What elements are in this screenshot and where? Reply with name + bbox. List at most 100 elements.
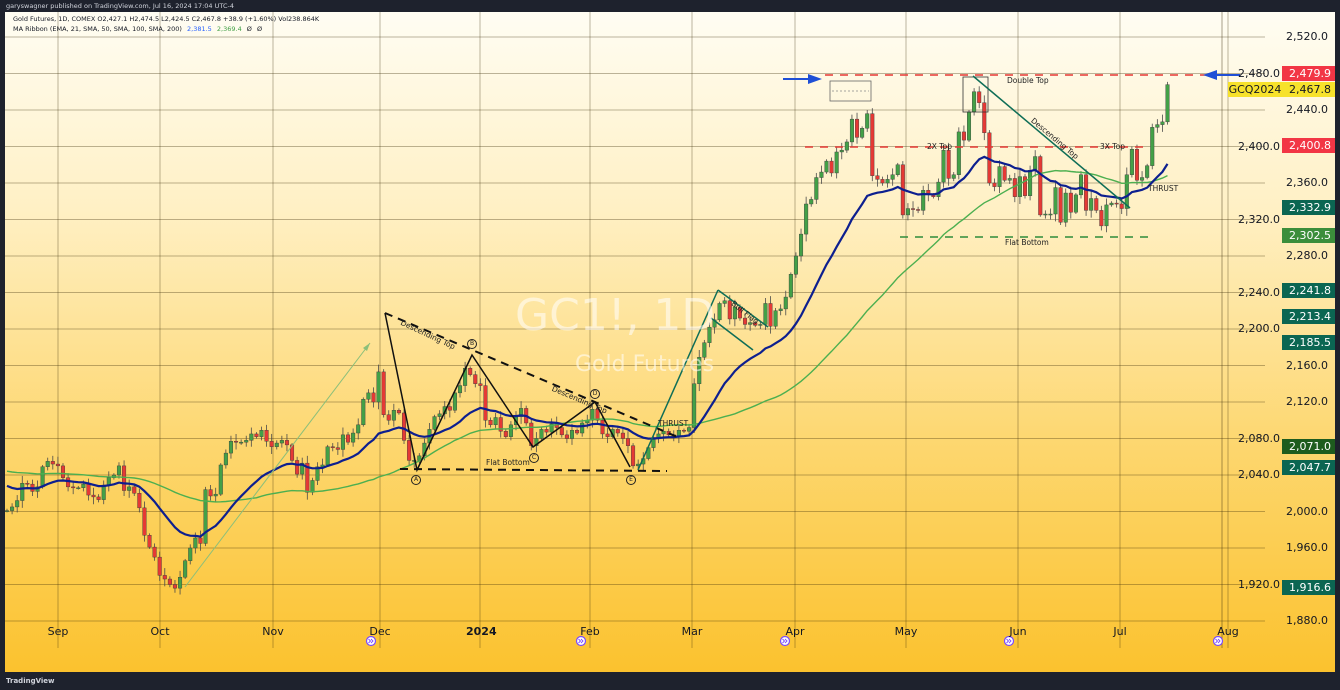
candle xyxy=(743,313,748,329)
trend-arrow-line[interactable] xyxy=(184,342,371,588)
candle xyxy=(727,295,732,325)
candle-body-up xyxy=(1089,198,1094,211)
candle xyxy=(432,414,437,432)
candle xyxy=(595,406,600,423)
point-d: D xyxy=(590,388,600,399)
candle-body-up xyxy=(300,462,305,475)
double-top-box[interactable] xyxy=(962,76,989,113)
candle xyxy=(305,455,310,500)
candle-body-up xyxy=(1104,204,1109,227)
candle xyxy=(849,114,854,147)
candle-body-down xyxy=(620,432,625,439)
chevrons-right-icon xyxy=(1006,638,1012,644)
candle xyxy=(503,429,508,439)
descending-top-trendline[interactable] xyxy=(384,312,681,439)
candle-body-down xyxy=(1084,174,1089,211)
candle-body-up xyxy=(437,413,442,417)
candle xyxy=(819,165,824,184)
candle-body-up xyxy=(956,131,961,175)
price-tick-label: 2,480.0 xyxy=(1238,66,1280,80)
label-thrust-1: THRUST xyxy=(658,419,689,428)
candle-body-up xyxy=(941,149,946,183)
candle xyxy=(681,428,686,434)
candle-body-up xyxy=(814,177,819,200)
candle-body-up xyxy=(905,208,910,216)
candle xyxy=(1023,173,1028,199)
candle-body-up xyxy=(549,423,554,433)
chevrons-right-icon xyxy=(578,638,584,644)
event-icon[interactable] xyxy=(575,635,587,647)
candle-body-up xyxy=(834,151,839,174)
candle-body-up xyxy=(366,392,371,400)
candle xyxy=(483,378,488,428)
time-tick-label: Jun xyxy=(1009,625,1027,638)
candle-body-up xyxy=(325,446,330,466)
candle-body-up xyxy=(865,113,870,129)
bull-flag-bottom[interactable] xyxy=(710,317,754,351)
candle-body-down xyxy=(911,208,916,210)
candle xyxy=(788,272,793,299)
candle xyxy=(381,369,386,418)
candle xyxy=(147,533,152,549)
event-icon[interactable] xyxy=(1003,635,1015,647)
price-tag: 1,916.6 xyxy=(1282,580,1335,596)
ma-sma200-value: Ø xyxy=(256,25,263,33)
candle-body-up xyxy=(188,547,193,561)
candle-body-up xyxy=(1063,192,1068,223)
candle-body-up xyxy=(1145,165,1150,178)
candle-body-down xyxy=(1114,202,1119,205)
bull-flag-top[interactable] xyxy=(717,289,769,328)
candle-body-up xyxy=(1165,84,1170,123)
candle xyxy=(829,157,834,177)
candle xyxy=(799,228,804,262)
candle-body-down xyxy=(386,414,391,421)
ma-legend[interactable]: MA Ribbon (EMA, 21, SMA, 50, SMA, 100, S… xyxy=(13,25,265,33)
candle-body-down xyxy=(132,486,137,494)
candle-body-down xyxy=(71,486,76,489)
candle xyxy=(132,484,137,496)
candle xyxy=(539,427,544,441)
top-box-april[interactable] xyxy=(829,80,872,102)
candle-body-down xyxy=(483,385,488,421)
descending-top-trendline-2[interactable] xyxy=(972,75,1131,209)
candle-body-up xyxy=(692,383,697,428)
chart-pane[interactable]: Gold Futures, 1D, COMEX O2,427.1 H2,474.… xyxy=(5,12,1335,672)
event-icon[interactable] xyxy=(779,635,791,647)
symbol-legend[interactable]: Gold Futures, 1D, COMEX O2,427.1 H2,474.… xyxy=(13,15,322,23)
candle xyxy=(172,579,177,593)
candle-body-up xyxy=(203,489,208,544)
flat-bottom-line[interactable] xyxy=(399,468,668,472)
candle xyxy=(458,381,463,398)
candle xyxy=(1134,144,1139,185)
candle-body-down xyxy=(605,433,610,437)
event-icon[interactable] xyxy=(365,635,377,647)
candle xyxy=(992,178,997,192)
candle xyxy=(244,435,249,447)
price-tick-label: 2,000.0 xyxy=(1286,504,1328,518)
candle-body-up xyxy=(1150,127,1155,166)
candle-body-down xyxy=(381,371,386,415)
candle-body-up xyxy=(76,487,81,489)
breakout-line[interactable] xyxy=(637,289,719,471)
candle xyxy=(554,416,559,435)
chart-canvas[interactable] xyxy=(5,12,1335,672)
zigzag-pattern[interactable] xyxy=(384,312,631,473)
events xyxy=(365,635,1224,647)
candle-body-up xyxy=(748,322,753,325)
candle-body-up xyxy=(1078,174,1083,196)
candle xyxy=(60,463,65,481)
candle xyxy=(20,475,25,508)
candle xyxy=(631,443,636,469)
candle xyxy=(834,146,839,179)
event-icon[interactable] xyxy=(1212,635,1224,647)
time-tick-label: May xyxy=(894,625,918,638)
price-tick-label: 2,440.0 xyxy=(1286,103,1328,116)
candle xyxy=(55,456,60,474)
candle xyxy=(76,485,81,490)
time-tick-label: 2024 xyxy=(466,625,497,638)
candle-body-up xyxy=(1043,213,1048,216)
candle xyxy=(875,168,880,187)
chevrons-right-icon xyxy=(368,638,374,644)
candle-body-down xyxy=(1058,187,1063,223)
candle xyxy=(228,435,233,459)
